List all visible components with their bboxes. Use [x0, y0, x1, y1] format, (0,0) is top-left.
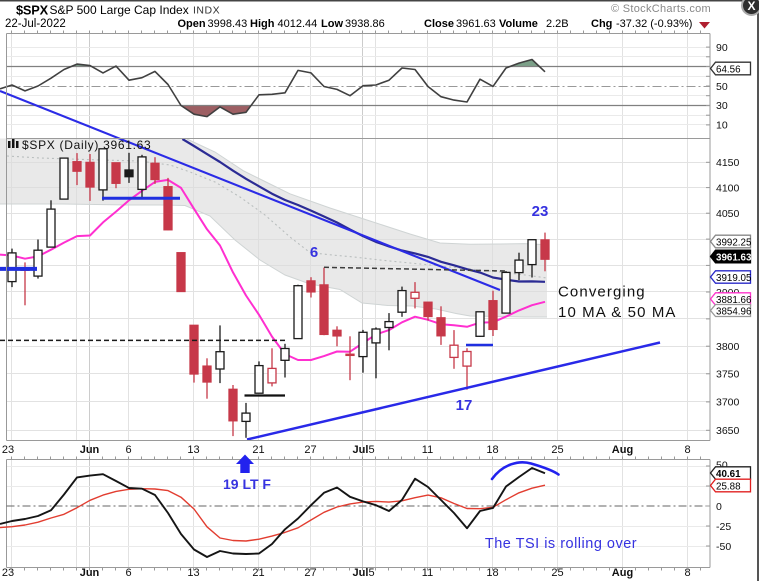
- svg-text:5: 5: [368, 567, 374, 579]
- svg-text:21: 21: [252, 567, 264, 579]
- svg-text:22-Jul-2022: 22-Jul-2022: [5, 18, 66, 30]
- svg-text:23: 23: [2, 567, 14, 579]
- svg-text:90: 90: [716, 42, 728, 54]
- svg-text:23: 23: [532, 203, 549, 220]
- svg-text:40.61: 40.61: [716, 469, 741, 480]
- svg-text:6: 6: [310, 244, 318, 261]
- svg-text:Aug: Aug: [612, 567, 633, 579]
- svg-text:Jul: Jul: [353, 444, 369, 456]
- svg-text:3961.63: 3961.63: [716, 252, 752, 263]
- svg-text:S&P 500 Large Cap Index: S&P 500 Large Cap Index: [50, 3, 189, 17]
- svg-text:-50: -50: [716, 541, 731, 553]
- svg-text:64.56: 64.56: [716, 64, 741, 75]
- svg-text:4050: 4050: [716, 208, 740, 220]
- svg-text:The TSI is rolling over: The TSI is rolling over: [485, 536, 637, 552]
- svg-text:11: 11: [422, 444, 433, 456]
- svg-text:3919.05: 3919.05: [716, 273, 752, 284]
- svg-text:Jun: Jun: [80, 444, 100, 456]
- svg-text:13: 13: [187, 444, 199, 456]
- svg-text:3800: 3800: [716, 341, 740, 353]
- svg-text:3998.43: 3998.43: [208, 18, 248, 30]
- svg-text:50: 50: [716, 459, 728, 471]
- svg-text:2.2B: 2.2B: [546, 18, 569, 30]
- svg-text:3961.63: 3961.63: [456, 18, 496, 30]
- svg-text:$SPX: $SPX: [16, 3, 49, 18]
- svg-text:3881.66: 3881.66: [716, 295, 752, 306]
- svg-text:8: 8: [684, 567, 690, 579]
- svg-text:Open: Open: [178, 18, 206, 30]
- svg-text:25: 25: [551, 444, 563, 456]
- svg-text:10: 10: [716, 120, 728, 132]
- svg-text:11: 11: [422, 567, 433, 579]
- svg-text:Converging: Converging: [558, 284, 646, 301]
- svg-text:3700: 3700: [716, 397, 740, 409]
- svg-text:25: 25: [551, 567, 563, 579]
- svg-text:18: 18: [486, 567, 498, 579]
- svg-text:Jul: Jul: [353, 567, 369, 579]
- svg-text:3938.86: 3938.86: [345, 18, 385, 30]
- svg-text:Chg: Chg: [591, 18, 612, 30]
- svg-text:4150: 4150: [716, 157, 740, 169]
- svg-text:3992.25: 3992.25: [716, 237, 752, 248]
- svg-text:13: 13: [187, 567, 199, 579]
- svg-text:6: 6: [125, 567, 131, 579]
- svg-text:18: 18: [486, 444, 498, 456]
- svg-text:4100: 4100: [716, 182, 740, 194]
- svg-text:27: 27: [304, 444, 316, 456]
- svg-text:Jun: Jun: [80, 567, 100, 579]
- svg-text:Low: Low: [321, 18, 343, 30]
- svg-text:4012.44: 4012.44: [278, 18, 318, 30]
- svg-text:High: High: [250, 18, 275, 30]
- svg-text:X: X: [747, 0, 755, 13]
- svg-text:10 MA & 50 MA: 10 MA & 50 MA: [558, 304, 677, 321]
- svg-text:Close: Close: [424, 18, 454, 30]
- svg-text:Aug: Aug: [612, 444, 633, 456]
- svg-text:-25: -25: [716, 521, 731, 533]
- svg-text:Volume: Volume: [499, 18, 538, 30]
- svg-text:50: 50: [716, 81, 728, 93]
- svg-text:$SPX (Daily) 3961.63: $SPX (Daily) 3961.63: [22, 138, 151, 152]
- svg-text:8: 8: [684, 444, 690, 456]
- svg-text:25.88: 25.88: [716, 481, 741, 492]
- svg-text:3854.96: 3854.96: [716, 306, 752, 317]
- svg-text:21: 21: [252, 444, 264, 456]
- svg-text:30: 30: [716, 100, 728, 112]
- svg-text:27: 27: [304, 567, 316, 579]
- svg-text:3650: 3650: [716, 425, 740, 437]
- svg-text:INDX: INDX: [193, 5, 220, 17]
- svg-text:3750: 3750: [716, 369, 740, 381]
- svg-text:23: 23: [2, 444, 14, 456]
- svg-text:© StockCharts.com: © StockCharts.com: [611, 3, 711, 15]
- svg-text:0: 0: [716, 501, 722, 513]
- svg-text:-37.32 (-0.93%): -37.32 (-0.93%): [616, 18, 692, 30]
- svg-text:5: 5: [368, 444, 374, 456]
- svg-text:6: 6: [125, 444, 131, 456]
- svg-text:17: 17: [456, 397, 473, 414]
- svg-text:19 LT F: 19 LT F: [223, 476, 271, 492]
